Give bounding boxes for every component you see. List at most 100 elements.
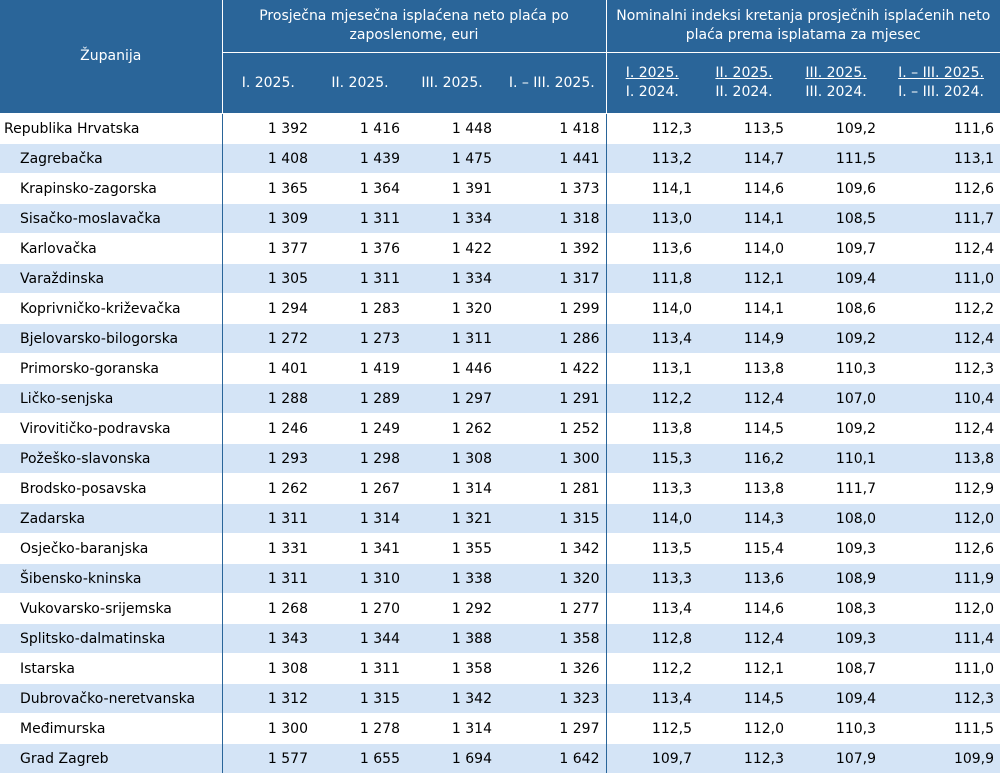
index-cell: 113,4 (606, 323, 699, 354)
index-cell: 111,8 (606, 263, 699, 294)
wage-cell: 1 272 (222, 323, 314, 354)
index-col-header-feb: II. 2025. II. 2024. (698, 52, 791, 114)
wage-cell: 1 315 (498, 503, 607, 534)
county-name: Grad Zagreb (0, 743, 223, 773)
index-cell: 111,7 (882, 203, 1000, 234)
index-cell: 113,3 (606, 473, 699, 504)
index-cell: 113,6 (606, 233, 699, 264)
index-cell: 108,6 (790, 293, 883, 324)
index-cell: 108,9 (790, 563, 883, 594)
table-row: Splitsko-dalmatinska 1 343 1 344 1 388 1 358… (0, 623, 1000, 654)
index-cell: 111,7 (790, 473, 883, 504)
county-name: Ličko-senjska (0, 383, 223, 414)
index-cell: 109,2 (790, 113, 883, 144)
index-cell: 112,2 (606, 653, 699, 684)
index-cell: 115,4 (698, 533, 791, 564)
wage-cell: 1 376 (314, 233, 406, 264)
index-cell: 112,6 (882, 173, 1000, 204)
wage-cell: 1 655 (314, 743, 406, 773)
county-name: Međimurska (0, 713, 223, 744)
index-cell: 112,3 (698, 743, 791, 773)
index-cell: 113,1 (882, 143, 1000, 174)
county-name: Osječko-baranjska (0, 533, 223, 564)
wage-cell: 1 309 (222, 203, 314, 234)
index-cell: 112,9 (882, 473, 1000, 504)
wage-cell: 1 391 (406, 173, 498, 204)
county-name: Zadarska (0, 503, 223, 534)
table-row: Karlovačka 1 377 1 376 1 422 1 392 113,6 114,0… (0, 233, 1000, 264)
wage-cell: 1 252 (498, 413, 607, 444)
table-row: Zagrebačka 1 408 1 439 1 475 1 441 113,2 114,7… (0, 143, 1000, 174)
table-row: Šibensko-kninska 1 311 1 310 1 338 1 320 113,… (0, 563, 1000, 594)
wage-cell: 1 475 (406, 143, 498, 174)
wage-cell: 1 341 (314, 533, 406, 564)
wage-cell: 1 422 (406, 233, 498, 264)
index-cell: 114,5 (698, 683, 791, 714)
table-row: Bjelovarsko-bilogorska 1 272 1 273 1 311 1 2… (0, 323, 1000, 354)
index-cell: 111,5 (882, 713, 1000, 744)
index-cell: 110,4 (882, 383, 1000, 414)
wage-cell: 1 262 (222, 473, 314, 504)
index-col-bottom: II. 2024. (715, 84, 773, 100)
county-name: Primorsko-goranska (0, 353, 223, 384)
county-name: Koprivničko-križevačka (0, 293, 223, 324)
index-cell: 114,6 (698, 593, 791, 624)
index-cell: 113,4 (606, 683, 699, 714)
wage-cell: 1 439 (314, 143, 406, 174)
index-cell: 113,2 (606, 143, 699, 174)
index-cell: 108,0 (790, 503, 883, 534)
wage-cell: 1 338 (406, 563, 498, 594)
wage-cell: 1 321 (406, 503, 498, 534)
county-name: Virovitičko-podravska (0, 413, 223, 444)
wage-cell: 1 300 (222, 713, 314, 744)
wage-cell: 1 292 (406, 593, 498, 624)
index-cell: 112,5 (606, 713, 699, 744)
index-cell: 114,7 (698, 143, 791, 174)
index-cell: 114,6 (698, 173, 791, 204)
wage-cell: 1 392 (222, 113, 314, 144)
county-name: Karlovačka (0, 233, 223, 264)
index-col-top: II. 2025. (715, 65, 773, 81)
wage-col-header-feb: II. 2025. (314, 52, 406, 114)
wage-cell: 1 323 (498, 683, 607, 714)
index-cell: 112,3 (882, 683, 1000, 714)
county-name: Krapinsko-zagorska (0, 173, 223, 204)
index-cell: 113,6 (698, 563, 791, 594)
wage-cell: 1 293 (222, 443, 314, 474)
county-name: Splitsko-dalmatinska (0, 623, 223, 654)
index-cell: 113,0 (606, 203, 699, 234)
wage-cell: 1 314 (314, 503, 406, 534)
wage-cell: 1 311 (222, 503, 314, 534)
table-row: Požeško-slavonska 1 293 1 298 1 308 1 300 115… (0, 443, 1000, 474)
index-cell: 107,0 (790, 383, 883, 414)
index-cell: 109,4 (790, 263, 883, 294)
wage-cell: 1 311 (314, 203, 406, 234)
wage-cell: 1 577 (222, 743, 314, 773)
wage-cell: 1 294 (222, 293, 314, 324)
table-row: Varaždinska 1 305 1 311 1 334 1 317 111,8 112,… (0, 263, 1000, 294)
wage-cell: 1 299 (498, 293, 607, 324)
index-cell: 114,1 (606, 173, 699, 204)
index-group-header: Nominalni indeksi kretanja prosječnih is… (606, 0, 1000, 53)
index-cell: 113,3 (606, 563, 699, 594)
index-cell: 111,0 (882, 653, 1000, 684)
index-cell: 108,3 (790, 593, 883, 624)
table-body: Republika Hrvatska 1 392 1 416 1 448 1 418 11… (0, 113, 1000, 773)
index-cell: 114,0 (606, 503, 699, 534)
county-name: Dubrovačko-neretvanska (0, 683, 223, 714)
table-row: Istarska 1 308 1 311 1 358 1 326 112,2 112,1 10… (0, 653, 1000, 684)
wage-cell: 1 278 (314, 713, 406, 744)
wage-cell: 1 246 (222, 413, 314, 444)
index-cell: 112,2 (606, 383, 699, 414)
table-row: Krapinsko-zagorska 1 365 1 364 1 391 1 373 11… (0, 173, 1000, 204)
index-cell: 109,7 (606, 743, 699, 773)
wage-cell: 1 419 (314, 353, 406, 384)
index-cell: 113,5 (606, 533, 699, 564)
wage-cell: 1 311 (406, 323, 498, 354)
wage-cell: 1 289 (314, 383, 406, 414)
wage-cell: 1 311 (314, 263, 406, 294)
wage-cell: 1 365 (222, 173, 314, 204)
county-name: Požeško-slavonska (0, 443, 223, 474)
county-name: Republika Hrvatska (0, 113, 223, 144)
wage-cell: 1 448 (406, 113, 498, 144)
